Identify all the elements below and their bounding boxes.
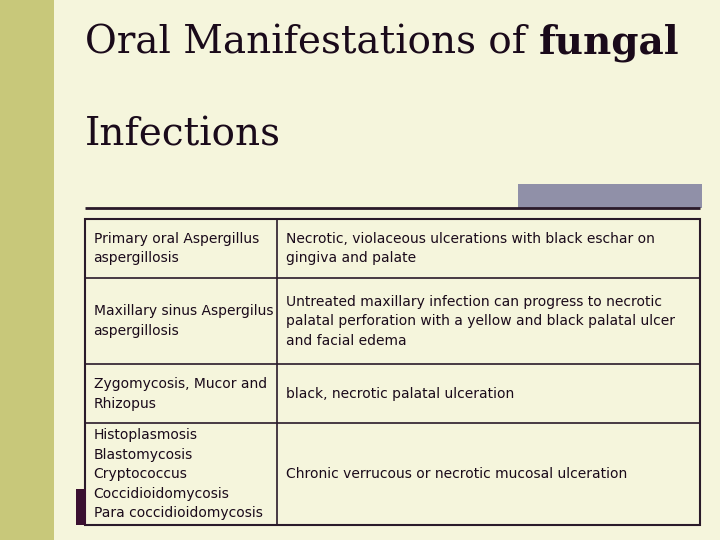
Text: Histoplasmosis
Blastomycosis
Cryptococcus
Coccidioidomycosis
Para coccidioidomyc: Histoplasmosis Blastomycosis Cryptococcu…	[94, 428, 263, 520]
Text: Necrotic, violaceous ulcerations with black eschar on
gingiva and palate: Necrotic, violaceous ulcerations with bl…	[286, 232, 654, 265]
Text: Oral Manifestations of: Oral Manifestations of	[85, 25, 539, 62]
Bar	[76, 489, 86, 525]
Text: Chronic verrucous or necrotic mucosal ulceration: Chronic verrucous or necrotic mucosal ul…	[286, 467, 627, 481]
Text: Primary oral Aspergillus
aspergillosis: Primary oral Aspergillus aspergillosis	[94, 232, 259, 265]
Text: Untreated maxillary infection can progress to necrotic
palatal perforation with : Untreated maxillary infection can progre…	[286, 295, 675, 348]
Bar	[0, 0, 54, 540]
Text: black, necrotic palatal ulceration: black, necrotic palatal ulceration	[286, 387, 514, 401]
Bar	[518, 184, 702, 208]
Bar	[85, 219, 700, 525]
Text: Infections: Infections	[85, 117, 281, 154]
Text: Maxillary sinus Aspergilus
aspergillosis: Maxillary sinus Aspergilus aspergillosis	[94, 305, 273, 338]
Text: fungal: fungal	[539, 24, 679, 63]
Text: Zygomycosis, Mucor and
Rhizopus: Zygomycosis, Mucor and Rhizopus	[94, 377, 266, 410]
